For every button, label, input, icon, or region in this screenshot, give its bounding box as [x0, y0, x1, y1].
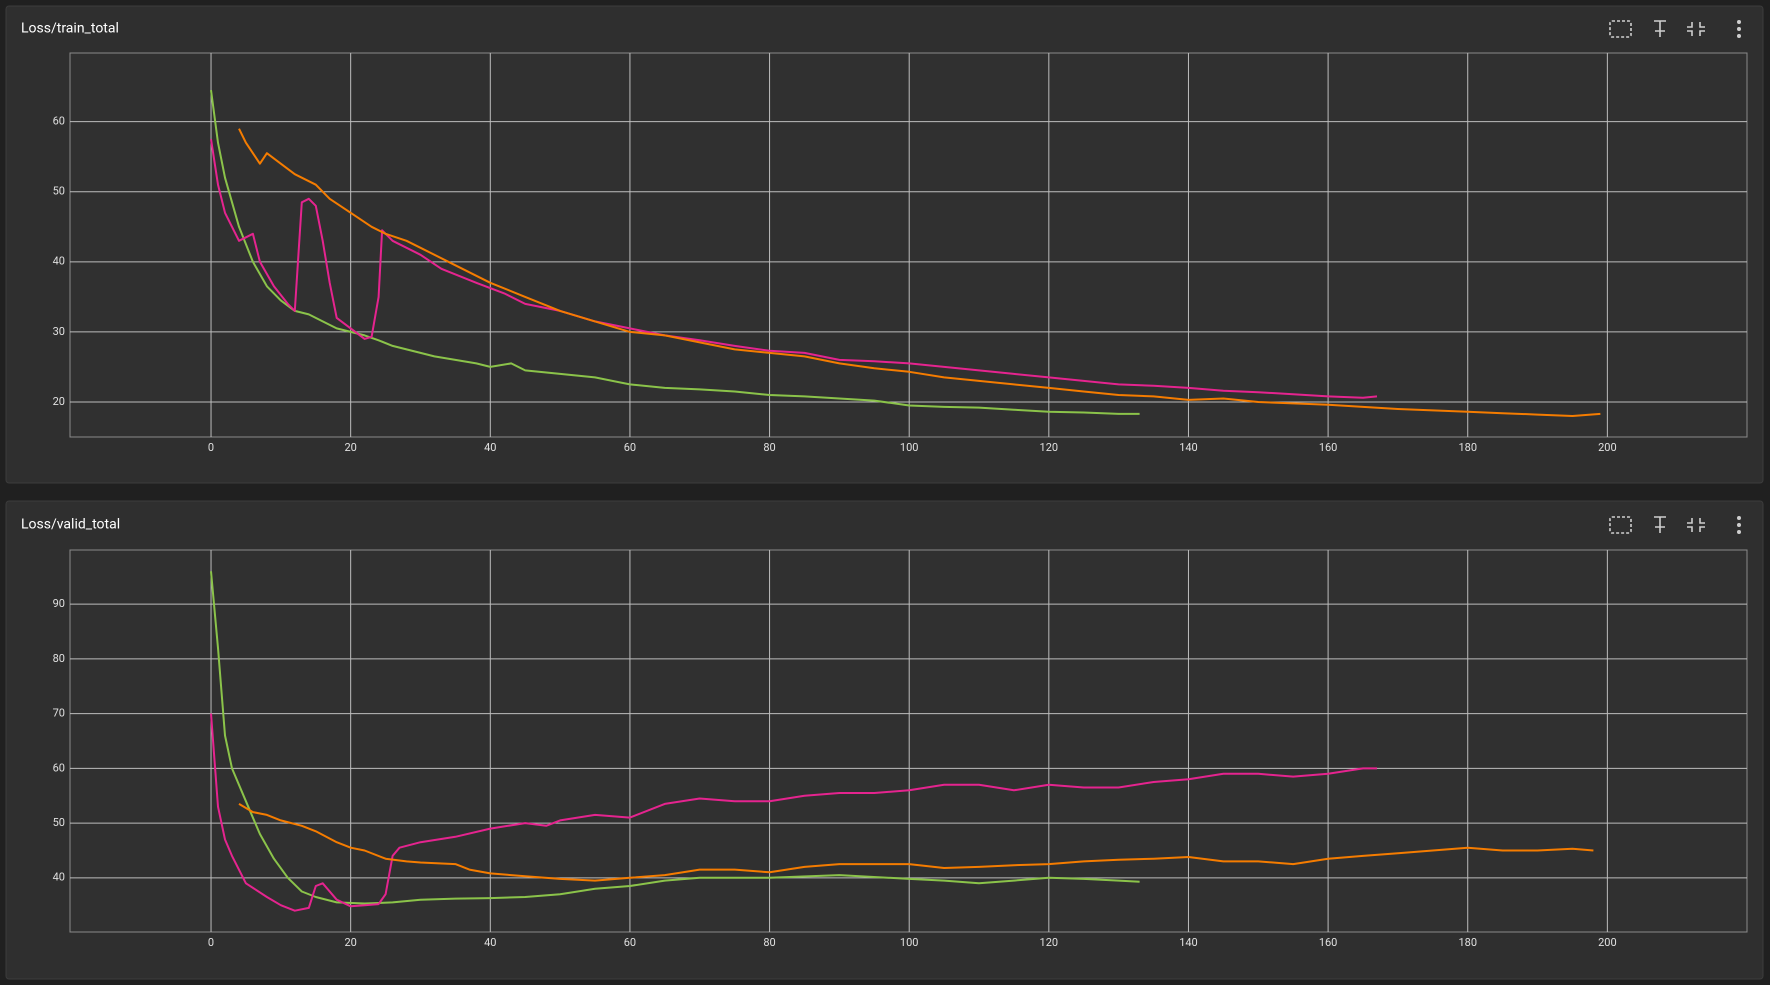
x-tick-label: 60 [624, 936, 636, 949]
x-tick-label: 20 [344, 936, 356, 949]
x-tick-label: 40 [484, 936, 496, 949]
x-tick-label: 160 [1319, 441, 1338, 454]
x-tick-label: 160 [1319, 936, 1338, 949]
series-line [238, 803, 1594, 882]
y-tick-label: 60 [53, 115, 65, 128]
y-tick-label: 50 [53, 816, 65, 829]
x-tick-label: 100 [900, 441, 919, 454]
chart-title: Loss/train_total [21, 21, 119, 37]
y-tick-label: 40 [53, 255, 65, 268]
pin-icon[interactable] [1654, 516, 1666, 533]
y-tick-label: 90 [53, 597, 65, 610]
x-tick-label: 20 [344, 441, 356, 454]
fit-icon[interactable] [1609, 516, 1632, 534]
x-tick-label: 80 [763, 441, 775, 454]
series-line [210, 571, 1140, 905]
x-tick-label: 80 [763, 936, 775, 949]
x-tick-label: 200 [1598, 441, 1617, 454]
collapse-icon[interactable] [1687, 518, 1705, 532]
menu-icon[interactable] [1737, 516, 1741, 534]
fit-icon[interactable] [1609, 20, 1632, 38]
menu-icon[interactable] [1737, 20, 1741, 38]
series-line [210, 713, 1377, 912]
toolbar [1609, 20, 1741, 534]
chart-title: Loss/valid_total [21, 517, 120, 533]
x-tick-label: 140 [1179, 936, 1198, 949]
series-line [210, 139, 1378, 399]
collapse-icon[interactable] [1687, 22, 1705, 36]
x-tick-label: 120 [1040, 441, 1059, 454]
y-tick-label: 30 [53, 325, 65, 338]
x-tick-label: 120 [1040, 936, 1059, 949]
y-tick-label: 80 [53, 652, 65, 665]
x-tick-label: 200 [1598, 936, 1617, 949]
x-tick-label: 40 [484, 441, 496, 454]
pin-icon[interactable] [1654, 20, 1666, 37]
y-tick-label: 60 [53, 761, 65, 774]
x-tick-label: 100 [900, 936, 919, 949]
x-tick-label: 180 [1458, 936, 1477, 949]
plot-area [69, 549, 1748, 933]
y-tick-label: 40 [53, 871, 65, 884]
y-tick-label: 50 [53, 185, 65, 198]
x-tick-label: 140 [1179, 441, 1198, 454]
x-tick-label: 180 [1458, 441, 1477, 454]
series-line [238, 128, 1601, 417]
plot-area [69, 52, 1748, 438]
x-tick-label: 0 [208, 936, 214, 949]
x-tick-label: 0 [208, 441, 214, 454]
y-tick-label: 20 [53, 395, 65, 408]
y-tick-label: 70 [53, 707, 65, 720]
x-tick-label: 60 [624, 441, 636, 454]
